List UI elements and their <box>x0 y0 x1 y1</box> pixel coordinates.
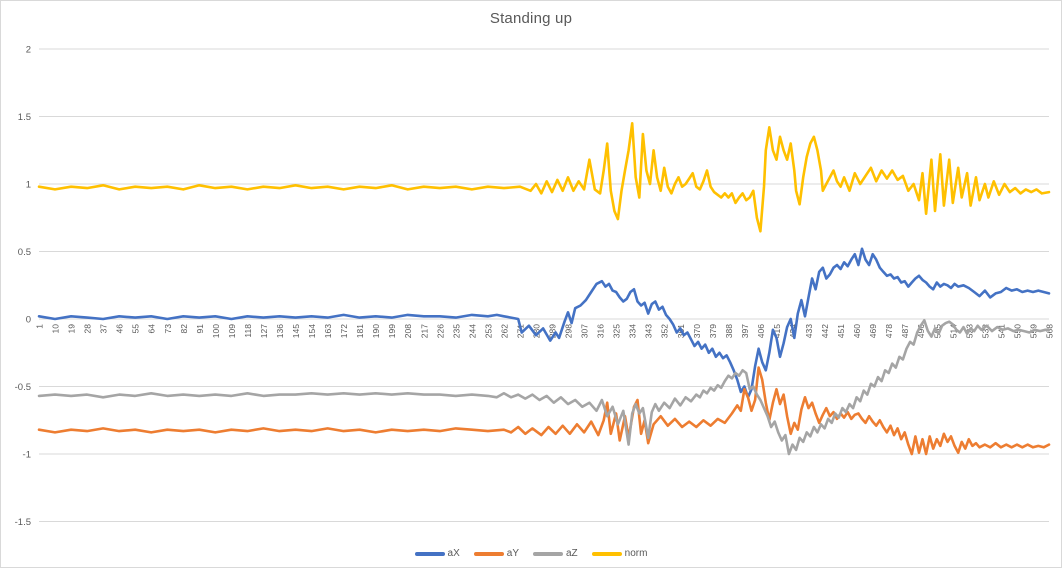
x-axis-label: 514 <box>948 324 958 338</box>
x-axis-label: 181 <box>355 324 365 338</box>
x-axis-label: 343 <box>644 324 654 338</box>
x-axis-label: 145 <box>291 324 301 338</box>
x-axis-label: 370 <box>692 324 702 338</box>
series-line-aY <box>37 366 1051 456</box>
legend-item-ax[interactable]: aX <box>414 548 460 559</box>
legend-line-swatch-norm <box>591 551 622 556</box>
x-axis-label: 37 <box>99 324 109 334</box>
x-axis-label: 496 <box>916 324 926 338</box>
x-axis-label: 127 <box>259 324 269 338</box>
x-axis-label: 352 <box>660 324 670 338</box>
x-axis-label: 334 <box>628 324 638 338</box>
x-axis-label: 1 <box>35 324 45 329</box>
x-axis-label: 379 <box>708 324 718 338</box>
x-axis-label: 307 <box>580 324 590 338</box>
x-axis-label: 325 <box>612 324 622 338</box>
legend-label-ax: aX <box>447 548 460 559</box>
legend-line-swatch-ax <box>414 551 445 556</box>
x-axis-label: 82 <box>179 324 189 334</box>
x-axis-label: 532 <box>980 324 990 338</box>
legend-line-swatch-ay <box>473 551 504 556</box>
series-line-aZ <box>37 318 1051 456</box>
y-axis-label: -1.5 <box>15 517 31 528</box>
legend-item-norm[interactable]: norm <box>591 548 648 559</box>
chart-title: Standing up <box>489 10 573 27</box>
x-axis-label: 55 <box>131 324 141 334</box>
x-axis-label: 73 <box>163 324 173 334</box>
y-axis-label: 0 <box>26 315 31 326</box>
x-axis-label: 226 <box>435 324 445 338</box>
legend-line-swatch-az <box>533 551 563 556</box>
x-axis-label: 91 <box>195 324 205 334</box>
legend-item-az[interactable]: aZ <box>533 548 578 559</box>
x-axis-label: 154 <box>307 324 317 338</box>
x-axis-label: 109 <box>227 324 237 338</box>
x-axis-label: 397 <box>740 324 750 338</box>
x-axis-label: 208 <box>403 324 413 338</box>
legend: aX aY aZ norm <box>1 548 1061 559</box>
x-axis-label: 388 <box>724 324 734 338</box>
x-axis-label: 235 <box>451 324 461 338</box>
x-axis-label: 163 <box>323 324 333 338</box>
x-axis-label: 406 <box>756 324 766 338</box>
y-axis-label: 2 <box>26 45 31 56</box>
x-axis-label: 460 <box>852 324 862 338</box>
legend-item-ay[interactable]: aY <box>473 548 519 559</box>
x-axis-label: 298 <box>564 324 574 338</box>
x-axis-label: 118 <box>243 324 253 338</box>
y-axis-label: 0.5 <box>18 247 31 258</box>
x-axis-label: 19 <box>67 324 77 334</box>
x-axis-label: 64 <box>147 324 157 334</box>
y-axis-label: -0.5 <box>15 382 31 393</box>
x-axis-label: 10 <box>51 324 61 334</box>
x-axis-label: 289 <box>548 324 558 338</box>
series-line-norm <box>37 122 1051 233</box>
x-axis-label: 415 <box>772 324 782 338</box>
series-line-aX <box>37 247 1051 399</box>
legend-label-norm: norm <box>624 548 648 559</box>
y-axis-label: 1.5 <box>18 112 31 123</box>
x-axis-label: 100 <box>211 324 221 338</box>
x-axis-label: 253 <box>483 324 493 338</box>
x-axis-label: 28 <box>83 324 93 334</box>
x-axis-label: 316 <box>596 324 606 338</box>
x-axis-label: 451 <box>836 324 846 338</box>
x-axis-label: 262 <box>499 324 509 338</box>
x-axis-label: 244 <box>467 324 477 338</box>
legend-label-az: aZ <box>566 548 578 559</box>
x-axis-label: 136 <box>275 324 285 338</box>
legend-label-ay: aY <box>506 548 519 559</box>
x-axis-label: 46 <box>115 324 125 334</box>
x-axis-label: 172 <box>339 324 349 338</box>
x-axis-label: 433 <box>804 324 814 338</box>
x-axis-label: 190 <box>371 324 381 338</box>
x-axis-label: 217 <box>419 324 429 338</box>
y-axis-label: -1 <box>23 450 31 461</box>
y-axis-label: 1 <box>26 180 31 191</box>
x-axis-label: 199 <box>387 324 397 338</box>
x-axis-label: 541 <box>996 324 1006 338</box>
x-axis-label: 442 <box>820 324 830 338</box>
x-axis-label: 469 <box>868 324 878 338</box>
x-axis-label: 478 <box>884 324 894 338</box>
x-axis-label: 280 <box>531 324 541 338</box>
x-axis-label: 487 <box>900 324 910 338</box>
